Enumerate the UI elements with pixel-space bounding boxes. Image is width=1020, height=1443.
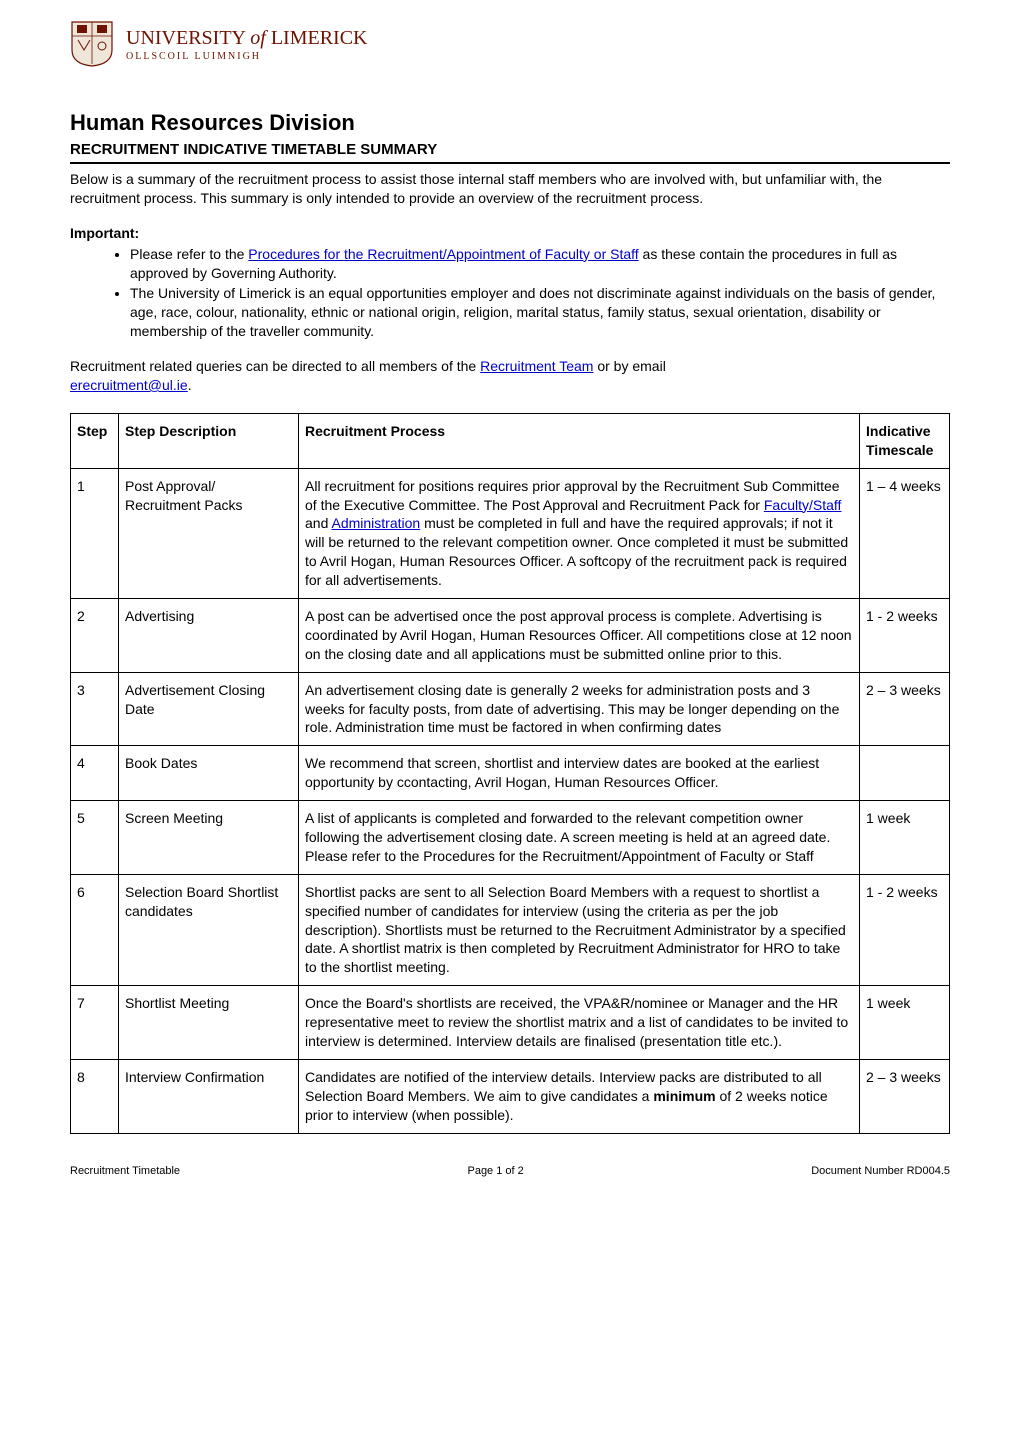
cell-proc: A post can be advertised once the post a… xyxy=(299,598,860,672)
cell-desc: Advertisement Closing Date xyxy=(119,672,299,746)
important-item-2: The University of Limerick is an equal o… xyxy=(130,284,950,341)
table-row: 2 Advertising A post can be advertised o… xyxy=(71,598,950,672)
table-header-row: Step Step Description Recruitment Proces… xyxy=(71,413,950,468)
logo-main-post: LIMERICK xyxy=(266,27,368,49)
cell-time: 1 week xyxy=(860,801,950,875)
cell-time: 1 – 4 weeks xyxy=(860,468,950,598)
cell-proc: Once the Board's shortlists are received… xyxy=(299,986,860,1060)
cell-step: 3 xyxy=(71,672,119,746)
cell-step: 2 xyxy=(71,598,119,672)
cell-proc: We recommend that screen, shortlist and … xyxy=(299,746,860,801)
cell-desc: Book Dates xyxy=(119,746,299,801)
faculty-staff-link[interactable]: Faculty/Staff xyxy=(764,497,842,513)
r1-proc-pre: All recruitment for positions requires p… xyxy=(305,478,840,513)
queries-post: . xyxy=(188,377,192,393)
th-desc: Step Description xyxy=(119,413,299,468)
cell-time: 1 - 2 weeks xyxy=(860,874,950,985)
administration-link[interactable]: Administration xyxy=(331,515,420,531)
footer-center: Page 1 of 2 xyxy=(467,1164,523,1179)
important-label: Important: xyxy=(70,224,950,243)
important-list: Please refer to the Procedures for the R… xyxy=(70,245,950,341)
table-row: 5 Screen Meeting A list of applicants is… xyxy=(71,801,950,875)
footer: Recruitment Timetable Page 1 of 2 Docume… xyxy=(70,1164,950,1179)
r8-proc-bold: minimum xyxy=(653,1088,715,1104)
cell-proc: Shortlist packs are sent to all Selectio… xyxy=(299,874,860,985)
cell-time: 1 week xyxy=(860,986,950,1060)
cell-proc: All recruitment for positions requires p… xyxy=(299,468,860,598)
crest-icon xyxy=(70,20,114,68)
footer-left: Recruitment Timetable xyxy=(70,1164,180,1179)
cell-desc: Advertising xyxy=(119,598,299,672)
cell-time: 2 – 3 weeks xyxy=(860,672,950,746)
logo-text: UNIVERSITY of LIMERICK OLLSCOIL LUIMNIGH xyxy=(126,27,367,62)
table-row: 6 Selection Board Shortlist candidates S… xyxy=(71,874,950,985)
table-row: 3 Advertisement Closing Date An advertis… xyxy=(71,672,950,746)
cell-proc: An advertisement closing date is general… xyxy=(299,672,860,746)
procedures-link[interactable]: Procedures for the Recruitment/Appointme… xyxy=(248,246,638,262)
important-item-1: Please refer to the Procedures for the R… xyxy=(130,245,950,283)
cell-desc: Screen Meeting xyxy=(119,801,299,875)
queries-paragraph: Recruitment related queries can be direc… xyxy=(70,357,950,395)
cell-step: 8 xyxy=(71,1059,119,1133)
r1-proc-mid: and xyxy=(305,515,331,531)
th-step: Step xyxy=(71,413,119,468)
queries-mid: or by email xyxy=(593,358,665,374)
cell-step: 4 xyxy=(71,746,119,801)
email-link[interactable]: erecruitment@ul.ie xyxy=(70,377,188,393)
cell-proc: Candidates are notified of the interview… xyxy=(299,1059,860,1133)
recruitment-team-link[interactable]: Recruitment Team xyxy=(480,358,593,374)
table-row: 1 Post Approval/ Recruitment Packs All r… xyxy=(71,468,950,598)
cell-proc: A list of applicants is completed and fo… xyxy=(299,801,860,875)
table-row: 8 Interview Confirmation Candidates are … xyxy=(71,1059,950,1133)
intro-paragraph: Below is a summary of the recruitment pr… xyxy=(70,170,950,208)
queries-pre: Recruitment related queries can be direc… xyxy=(70,358,480,374)
cell-desc: Shortlist Meeting xyxy=(119,986,299,1060)
cell-step: 7 xyxy=(71,986,119,1060)
page-title: Human Resources Division xyxy=(70,108,950,138)
cell-step: 1 xyxy=(71,468,119,598)
page-subtitle: RECRUITMENT INDICATIVE TIMETABLE SUMMARY xyxy=(70,140,950,164)
table-row: 4 Book Dates We recommend that screen, s… xyxy=(71,746,950,801)
th-time: Indicative Timescale xyxy=(860,413,950,468)
logo-main-pre: UNIVERSITY xyxy=(126,27,250,49)
cell-step: 6 xyxy=(71,874,119,985)
cell-desc: Post Approval/ Recruitment Packs xyxy=(119,468,299,598)
th-proc: Recruitment Process xyxy=(299,413,860,468)
cell-step: 5 xyxy=(71,801,119,875)
cell-time: 2 – 3 weeks xyxy=(860,1059,950,1133)
logo-sub: OLLSCOIL LUIMNIGH xyxy=(126,51,367,62)
logo-main-of: of xyxy=(250,27,266,49)
cell-desc: Selection Board Shortlist candidates xyxy=(119,874,299,985)
cell-time: 1 - 2 weeks xyxy=(860,598,950,672)
table-row: 7 Shortlist Meeting Once the Board's sho… xyxy=(71,986,950,1060)
important-1-pre: Please refer to the xyxy=(130,246,248,262)
cell-desc: Interview Confirmation xyxy=(119,1059,299,1133)
cell-time xyxy=(860,746,950,801)
logo: UNIVERSITY of LIMERICK OLLSCOIL LUIMNIGH xyxy=(70,20,950,68)
footer-right: Document Number RD004.5 xyxy=(811,1164,950,1179)
timetable-table: Step Step Description Recruitment Proces… xyxy=(70,413,950,1134)
